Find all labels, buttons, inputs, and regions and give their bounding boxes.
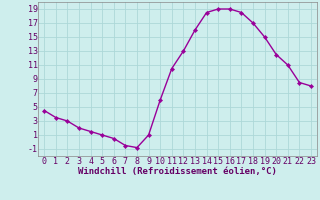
X-axis label: Windchill (Refroidissement éolien,°C): Windchill (Refroidissement éolien,°C) [78, 167, 277, 176]
